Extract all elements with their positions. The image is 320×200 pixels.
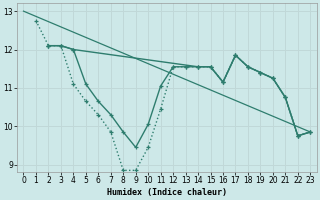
X-axis label: Humidex (Indice chaleur): Humidex (Indice chaleur) (107, 188, 227, 197)
